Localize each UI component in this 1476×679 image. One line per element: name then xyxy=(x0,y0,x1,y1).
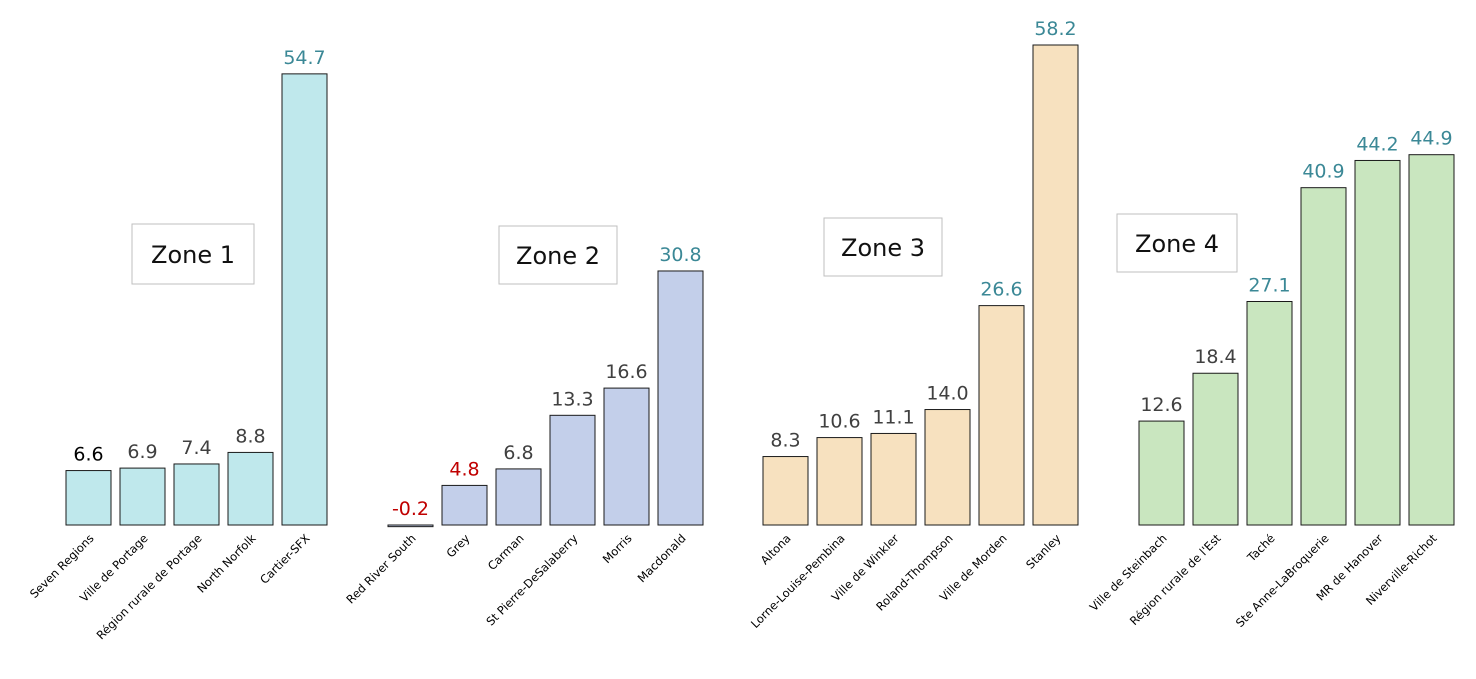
zone-label-3: Zone 3 xyxy=(841,234,925,262)
category-label-morris: Morris xyxy=(600,531,635,566)
zone-label-1: Zone 1 xyxy=(151,241,235,269)
bar-ville-de-steinbach xyxy=(1138,420,1185,526)
bar-morris xyxy=(603,387,650,526)
bar-ville-de-morden xyxy=(978,305,1025,526)
value-label-niverville-richot: 44.9 xyxy=(1410,128,1452,150)
bar-roland-thompson xyxy=(924,409,971,526)
category-label-ste-anne-labroquerie: Ste Anne-LaBroquerie xyxy=(1233,531,1332,630)
value-label-mr-de-hanover: 44.2 xyxy=(1356,133,1398,155)
category-label-lorne-louise-pembina: Lorne-Louise-Pembina xyxy=(748,531,848,631)
bar-north-norfolk xyxy=(227,451,274,526)
bar-macdonald xyxy=(657,270,704,526)
bar-region-rurale-de-l-est xyxy=(1192,372,1239,526)
category-label-macdonald: Macdonald xyxy=(635,531,689,585)
category-label-region-rurale-de-l-est: Région rurale de l'Est xyxy=(1127,531,1224,628)
bar-ville-de-portage xyxy=(119,467,166,526)
category-label-region-rurale-de-portage: Région rurale de Portage xyxy=(94,531,205,642)
value-label-ville-de-steinbach: 12.6 xyxy=(1140,394,1182,416)
category-label-cartier-sfx: Cartier-SFX xyxy=(257,531,313,587)
value-label-region-rurale-de-portage: 7.4 xyxy=(181,437,211,459)
zone-label-box-4 xyxy=(1116,213,1238,273)
bar-lorne-louise-pembina xyxy=(816,437,863,526)
bar-ste-anne-labroquerie xyxy=(1300,187,1347,526)
bar-stanley xyxy=(1032,44,1079,526)
value-label-morris: 16.6 xyxy=(605,361,647,383)
bar-carman xyxy=(495,468,542,526)
bar-red-river-south xyxy=(387,524,434,528)
category-label-tache: Taché xyxy=(1244,531,1278,565)
value-label-region-rurale-de-l-est: 18.4 xyxy=(1194,346,1236,368)
value-labels-layer: 6.6 6.9 7.4 8.8 54.7 -0.2 4.8 6.8 13.3 16.6 30.8 8.… xyxy=(73,18,1452,520)
value-label-ville-de-morden: 26.6 xyxy=(980,279,1022,301)
value-label-tache: 27.1 xyxy=(1248,274,1290,296)
value-label-red-river-south: -0.2 xyxy=(392,498,429,520)
bar-grey xyxy=(441,484,488,526)
zone-label-2: Zone 2 xyxy=(516,242,600,270)
value-label-grey: 4.8 xyxy=(449,458,479,480)
category-label-carman: Carman xyxy=(485,531,527,573)
zone-label-layer: Zone 1 Zone 2 Zone 3 Zone 4 xyxy=(131,213,1238,285)
category-label-altona: Altona xyxy=(758,531,794,567)
bar-tache xyxy=(1246,300,1293,526)
value-label-macdonald: 30.8 xyxy=(659,244,701,266)
value-label-lorne-louise-pembina: 10.6 xyxy=(818,411,860,433)
bars-layer xyxy=(65,44,1455,528)
value-label-stanley: 58.2 xyxy=(1034,18,1076,40)
category-label-red-river-south: Red River South xyxy=(343,531,418,606)
bar-cartier-sfx xyxy=(281,73,328,526)
zone-label-box-2 xyxy=(498,225,618,285)
value-label-ville-de-portage: 6.9 xyxy=(127,441,157,463)
value-label-st-pierre-desalaberry: 13.3 xyxy=(551,388,593,410)
bar-altona xyxy=(762,456,809,526)
bar-niverville-richot xyxy=(1408,154,1455,526)
value-label-ville-de-winkler: 11.1 xyxy=(872,406,914,428)
value-label-north-norfolk: 8.8 xyxy=(235,425,265,447)
zone-label-box-1 xyxy=(131,223,255,285)
zone-label-box-3 xyxy=(823,217,943,277)
zone-label-4: Zone 4 xyxy=(1135,230,1219,258)
value-label-altona: 8.3 xyxy=(770,430,800,452)
bar-ville-de-winkler xyxy=(870,432,917,526)
value-label-seven-regions: 6.6 xyxy=(73,444,103,466)
value-label-cartier-sfx: 54.7 xyxy=(283,47,325,69)
value-label-roland-thompson: 14.0 xyxy=(926,383,968,405)
bar-region-rurale-de-portage xyxy=(173,463,220,526)
value-label-carman: 6.8 xyxy=(503,442,533,464)
value-label-ste-anne-labroquerie: 40.9 xyxy=(1302,161,1344,183)
category-label-stanley: Stanley xyxy=(1023,531,1064,572)
category-label-grey: Grey xyxy=(443,531,472,560)
bar-st-pierre-desalaberry xyxy=(549,414,596,526)
bar-mr-de-hanover xyxy=(1354,159,1401,526)
bar-seven-regions xyxy=(65,470,112,526)
category-label-st-pierre-desalaberry: St Pierre-DeSalaberry xyxy=(483,531,580,628)
